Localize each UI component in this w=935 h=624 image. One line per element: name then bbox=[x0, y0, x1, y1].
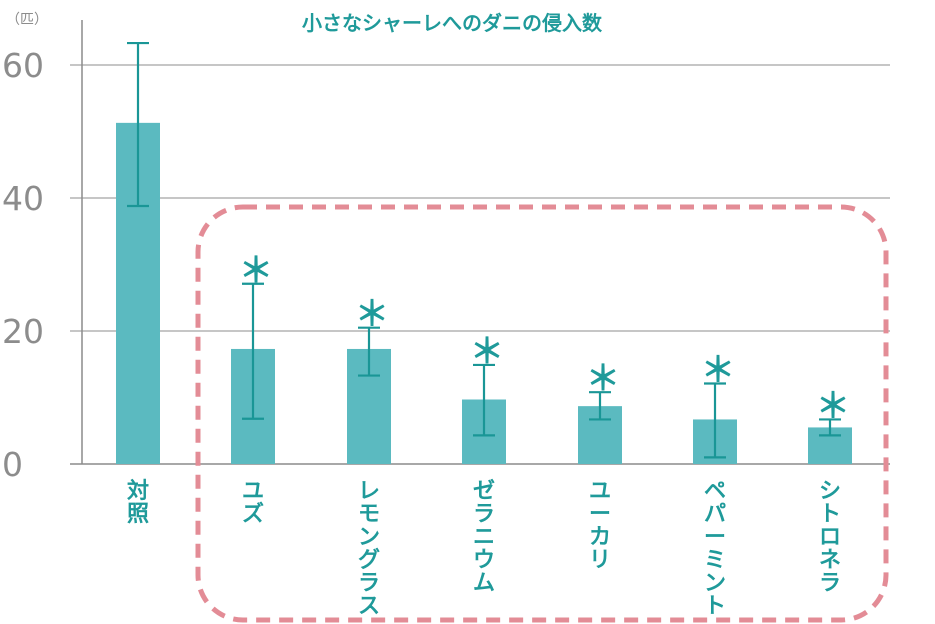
significance-marker: ＊ bbox=[470, 332, 504, 372]
category-label: ペパーミント bbox=[704, 479, 726, 619]
significance-marker: ＊ bbox=[816, 386, 850, 426]
category-labels: 対照 ユズ レモングラス ゼラニウム ユーカリ ペパーミント シトロネラ bbox=[127, 479, 841, 619]
y-tick-label: 0 bbox=[2, 445, 23, 484]
category-label: ゼラニウム bbox=[473, 479, 495, 596]
y-tick-label: 60 bbox=[2, 46, 44, 85]
bars bbox=[116, 122, 852, 464]
highlight-group-box bbox=[195, 204, 889, 623]
chart-title: 小さなシャーレへのダニの侵入数 bbox=[302, 11, 603, 35]
error-bar bbox=[473, 363, 495, 437]
significance-markers: ＊ ＊ ＊ ＊ ＊ ＊ bbox=[239, 251, 850, 427]
significance-marker: ＊ bbox=[239, 251, 273, 291]
y-axis-unit-label: （匹） bbox=[6, 12, 48, 28]
y-tick-label: 20 bbox=[2, 312, 44, 351]
significance-marker: ＊ bbox=[355, 295, 389, 335]
error-bar bbox=[704, 382, 726, 459]
error-bar bbox=[242, 282, 264, 420]
error-bar bbox=[358, 326, 380, 377]
error-bar bbox=[127, 41, 149, 208]
significance-marker: ＊ bbox=[701, 351, 735, 391]
category-label: 対照 bbox=[127, 479, 149, 527]
category-label: シトロネラ bbox=[819, 479, 841, 596]
error-bar bbox=[589, 391, 611, 421]
significance-marker: ＊ bbox=[586, 359, 620, 399]
gridlines bbox=[70, 64, 890, 332]
category-label: ユーカリ bbox=[589, 479, 611, 573]
error-bars bbox=[127, 41, 841, 459]
y-axis-tick-labels: 0 20 40 60 bbox=[2, 46, 44, 484]
category-label: ユズ bbox=[242, 479, 264, 527]
category-label: レモングラス bbox=[358, 479, 380, 619]
y-tick-label: 40 bbox=[2, 179, 44, 218]
error-bar bbox=[819, 418, 841, 437]
